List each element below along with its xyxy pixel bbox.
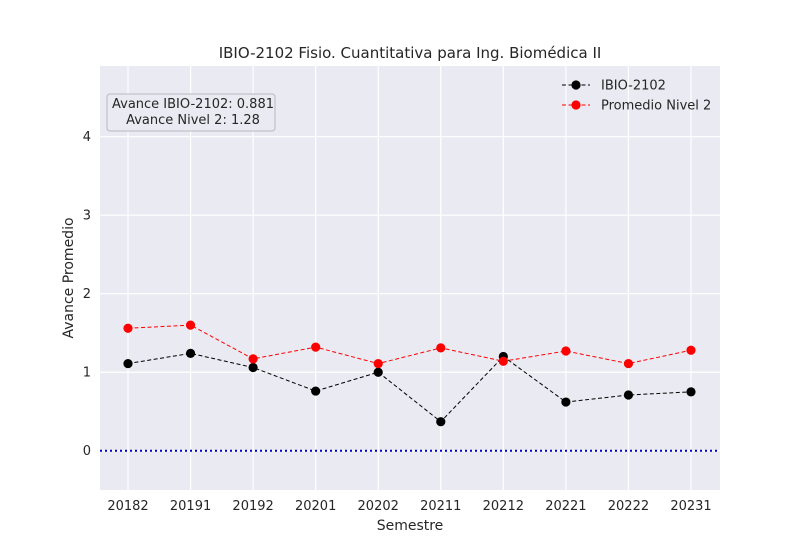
y-tick-label: 2 — [83, 287, 91, 302]
series-layer — [123, 320, 696, 427]
legend: IBIO-2102 Promedio Nivel 2 — [562, 79, 711, 114]
series-1-point — [185, 320, 196, 330]
x-tick-label: 20192 — [232, 499, 273, 514]
series-0-point — [185, 348, 196, 358]
annotation-line-course: Avance IBIO-2102: 0.881 — [112, 97, 274, 112]
series-1-point — [498, 356, 508, 366]
y-tick-label: 0 — [83, 444, 91, 459]
annotation-line-level: Avance Nivel 2: 1.28 — [126, 113, 260, 128]
chart-title: IBIO-2102 Fisio. Cuantitativa para Ing. … — [219, 44, 602, 62]
legend-label: IBIO-2102 — [601, 79, 666, 94]
y-tick-label: 1 — [83, 366, 91, 381]
series-0-point — [436, 417, 446, 427]
series-0-point — [373, 367, 383, 377]
series-1-point — [561, 346, 571, 356]
x-tick-label: 20182 — [107, 499, 148, 514]
legend-label: Promedio Nivel 2 — [601, 99, 711, 114]
series-1-point — [436, 343, 446, 353]
series-0-point — [123, 358, 133, 369]
series-1-point — [311, 342, 321, 352]
x-tick-label: 20211 — [420, 499, 461, 514]
series-0-point — [686, 387, 696, 397]
series-0-point — [248, 362, 258, 373]
x-axis-label: Semestre — [377, 518, 444, 534]
y-axis-label: Avance Promedio — [61, 217, 77, 338]
series-0-point — [623, 390, 634, 400]
y-tick-label: 4 — [83, 130, 91, 145]
x-tick-label: 20212 — [483, 499, 524, 514]
x-tick-label: 20231 — [670, 499, 711, 514]
series-line-0 — [127, 352, 692, 423]
series-1-point — [248, 354, 258, 364]
x-tick-label: 20201 — [295, 499, 336, 514]
series-0-point — [561, 397, 571, 407]
x-tick-label: 20191 — [170, 499, 211, 514]
series-line-1 — [127, 324, 692, 365]
series-0-point — [311, 386, 321, 396]
x-tick-label: 20202 — [358, 499, 399, 514]
tick-labels: 20182 20191 20192 20201 20202 20211 20212 20221… — [83, 130, 712, 514]
y-tick-label: 3 — [83, 209, 91, 224]
series-1-point — [686, 345, 696, 355]
legend-marker — [571, 100, 581, 110]
x-tick-label: 20221 — [545, 499, 586, 514]
series-1-point — [623, 358, 634, 369]
series-1-point — [373, 358, 383, 369]
series-1-point — [123, 323, 133, 333]
x-tick-label: 20222 — [608, 499, 649, 514]
annotation-box: Avance IBIO-2102: 0.881 Avance Nivel 2: … — [106, 93, 276, 132]
annotation-frame — [106, 93, 276, 132]
legend-marker — [571, 80, 581, 90]
